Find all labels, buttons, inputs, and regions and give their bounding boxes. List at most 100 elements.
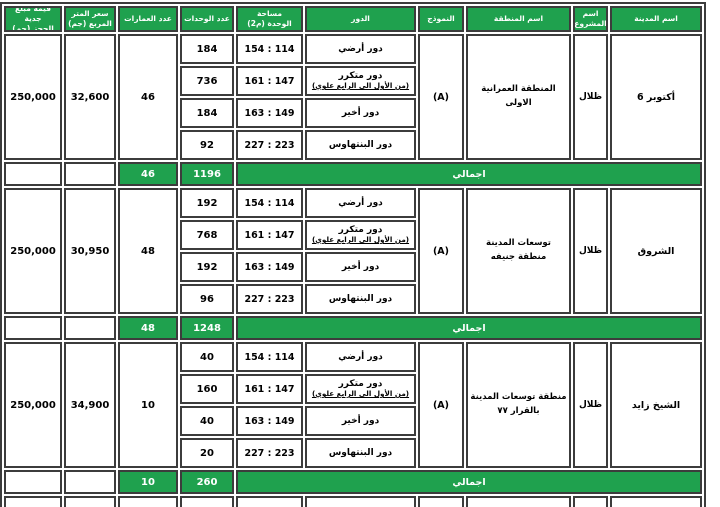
floor-name: دور أخير bbox=[341, 107, 380, 118]
price-per-meter: 32,600 bbox=[64, 34, 116, 160]
partial-cell bbox=[573, 496, 608, 507]
floor-sub: (من الأول الى الرابع علوي) bbox=[311, 389, 410, 399]
header-area: اسم المنطقة bbox=[466, 6, 571, 32]
empty-cell bbox=[64, 470, 116, 494]
total-units: 1196 bbox=[180, 162, 234, 186]
unit-area-range: 227 : 223 bbox=[236, 438, 303, 468]
floor-cell: دور البنتهاوس bbox=[305, 130, 416, 160]
floor-cell: دور أرضي bbox=[305, 34, 416, 64]
units-count: 92 bbox=[180, 130, 234, 160]
partial-cell bbox=[305, 496, 416, 507]
header-project: اسم المشروع bbox=[573, 6, 608, 32]
project-cell: ظلال bbox=[573, 188, 608, 314]
unit-area-range: 161 : 147 bbox=[236, 66, 303, 96]
header-deposit: قيمة مبلغ جدية الحجز (جم) bbox=[4, 6, 62, 32]
project-cell: ظلال bbox=[573, 34, 608, 160]
unit-area-range: 154 : 114 bbox=[236, 342, 303, 372]
project-cell: ظلال bbox=[573, 342, 608, 468]
unit-area-range: 161 : 147 bbox=[236, 374, 303, 404]
model-cell: (A) bbox=[418, 188, 464, 314]
floor-cell: دور متكرر (من الأول الى الرابع علوي) bbox=[305, 374, 416, 404]
city-cell: أكتوبر 6 bbox=[610, 34, 702, 160]
units-count: 160 bbox=[180, 374, 234, 404]
floor-name: دور متكرر bbox=[338, 379, 383, 390]
buildings-count: 48 bbox=[118, 188, 178, 314]
total-buildings: 10 bbox=[118, 470, 178, 494]
total-row-label: اجمالي bbox=[236, 316, 702, 340]
empty-cell bbox=[64, 316, 116, 340]
partial-cell bbox=[4, 496, 62, 507]
units-count: 184 bbox=[180, 98, 234, 128]
total-buildings: 48 bbox=[118, 316, 178, 340]
partial-cell bbox=[610, 496, 702, 507]
floor-cell: دور البنتهاوس bbox=[305, 438, 416, 468]
floor-name: دور متكرر bbox=[338, 225, 383, 236]
total-units: 1248 bbox=[180, 316, 234, 340]
header-floor: الدور bbox=[305, 6, 416, 32]
units-count: 736 bbox=[180, 66, 234, 96]
total-units: 260 bbox=[180, 470, 234, 494]
units-count: 40 bbox=[180, 342, 234, 372]
floor-name: دور البنتهاوس bbox=[328, 139, 393, 150]
units-count: 40 bbox=[180, 406, 234, 436]
header-city: اسم المدينة bbox=[610, 6, 702, 32]
floor-name: دور متكرر bbox=[338, 71, 383, 82]
unit-area-range: 163 : 149 bbox=[236, 98, 303, 128]
header-buildings: عدد العمارات bbox=[118, 6, 178, 32]
empty-cell bbox=[64, 162, 116, 186]
units-count: 96 bbox=[180, 284, 234, 314]
floor-cell: دور أخير bbox=[305, 252, 416, 282]
pricing-table: اسم المدينة اسم المشروع اسم المنطقة النم… bbox=[0, 2, 706, 507]
floor-cell: دور أخير bbox=[305, 406, 416, 436]
deposit-value: 250,000 bbox=[4, 34, 62, 160]
partial-cell bbox=[236, 496, 303, 507]
unit-area-range: 161 : 147 bbox=[236, 220, 303, 250]
city-cell: الشروق bbox=[610, 188, 702, 314]
units-count: 20 bbox=[180, 438, 234, 468]
partial-cell bbox=[180, 496, 234, 507]
floor-name: دور أرضي bbox=[338, 43, 383, 54]
units-count: 192 bbox=[180, 252, 234, 282]
total-buildings: 46 bbox=[118, 162, 178, 186]
floor-cell: دور البنتهاوس bbox=[305, 284, 416, 314]
total-row-label: اجمالي bbox=[236, 470, 702, 494]
header-price: سعر المتر المربع (جم) bbox=[64, 6, 116, 32]
partial-cell bbox=[418, 496, 464, 507]
floor-cell: دور أخير bbox=[305, 98, 416, 128]
floor-sub: (من الأول الى الرابع علوي) bbox=[311, 235, 410, 245]
unit-area-range: 154 : 114 bbox=[236, 188, 303, 218]
units-count: 192 bbox=[180, 188, 234, 218]
floor-name: دور أخير bbox=[341, 261, 380, 272]
price-per-meter: 34,900 bbox=[64, 342, 116, 468]
units-count: 768 bbox=[180, 220, 234, 250]
unit-area-range: 154 : 114 bbox=[236, 34, 303, 64]
floor-cell: دور متكرر (من الأول الى الرابع علوي) bbox=[305, 66, 416, 96]
floor-cell: دور متكرر (من الأول الى الرابع علوي) bbox=[305, 220, 416, 250]
unit-area-range: 227 : 223 bbox=[236, 130, 303, 160]
floor-sub: (من الأول الى الرابع علوي) bbox=[311, 81, 410, 91]
city-cell: الشيخ زايد bbox=[610, 342, 702, 468]
floor-name: دور البنتهاوس bbox=[328, 447, 393, 458]
unit-area-range: 227 : 223 bbox=[236, 284, 303, 314]
floor-name: دور أرضي bbox=[338, 197, 383, 208]
partial-cell bbox=[466, 496, 571, 507]
header-units: عدد الوحدات bbox=[180, 6, 234, 32]
unit-area-range: 163 : 149 bbox=[236, 406, 303, 436]
price-per-meter: 30,950 bbox=[64, 188, 116, 314]
total-row-label: اجمالي bbox=[236, 162, 702, 186]
partial-cell bbox=[118, 496, 178, 507]
model-cell: (A) bbox=[418, 342, 464, 468]
deposit-value: 250,000 bbox=[4, 342, 62, 468]
buildings-count: 10 bbox=[118, 342, 178, 468]
floor-cell: دور أرضي bbox=[305, 342, 416, 372]
empty-cell bbox=[4, 470, 62, 494]
header-model: النموذج bbox=[418, 6, 464, 32]
area-cell: منطقة توسعات المدينة بالقرار ٧٧ bbox=[466, 342, 571, 468]
empty-cell bbox=[4, 162, 62, 186]
empty-cell bbox=[4, 316, 62, 340]
deposit-value: 250,000 bbox=[4, 188, 62, 314]
unit-area-range: 163 : 149 bbox=[236, 252, 303, 282]
model-cell: (A) bbox=[418, 34, 464, 160]
area-cell: المنطقة العمرانية الاولى bbox=[466, 34, 571, 160]
